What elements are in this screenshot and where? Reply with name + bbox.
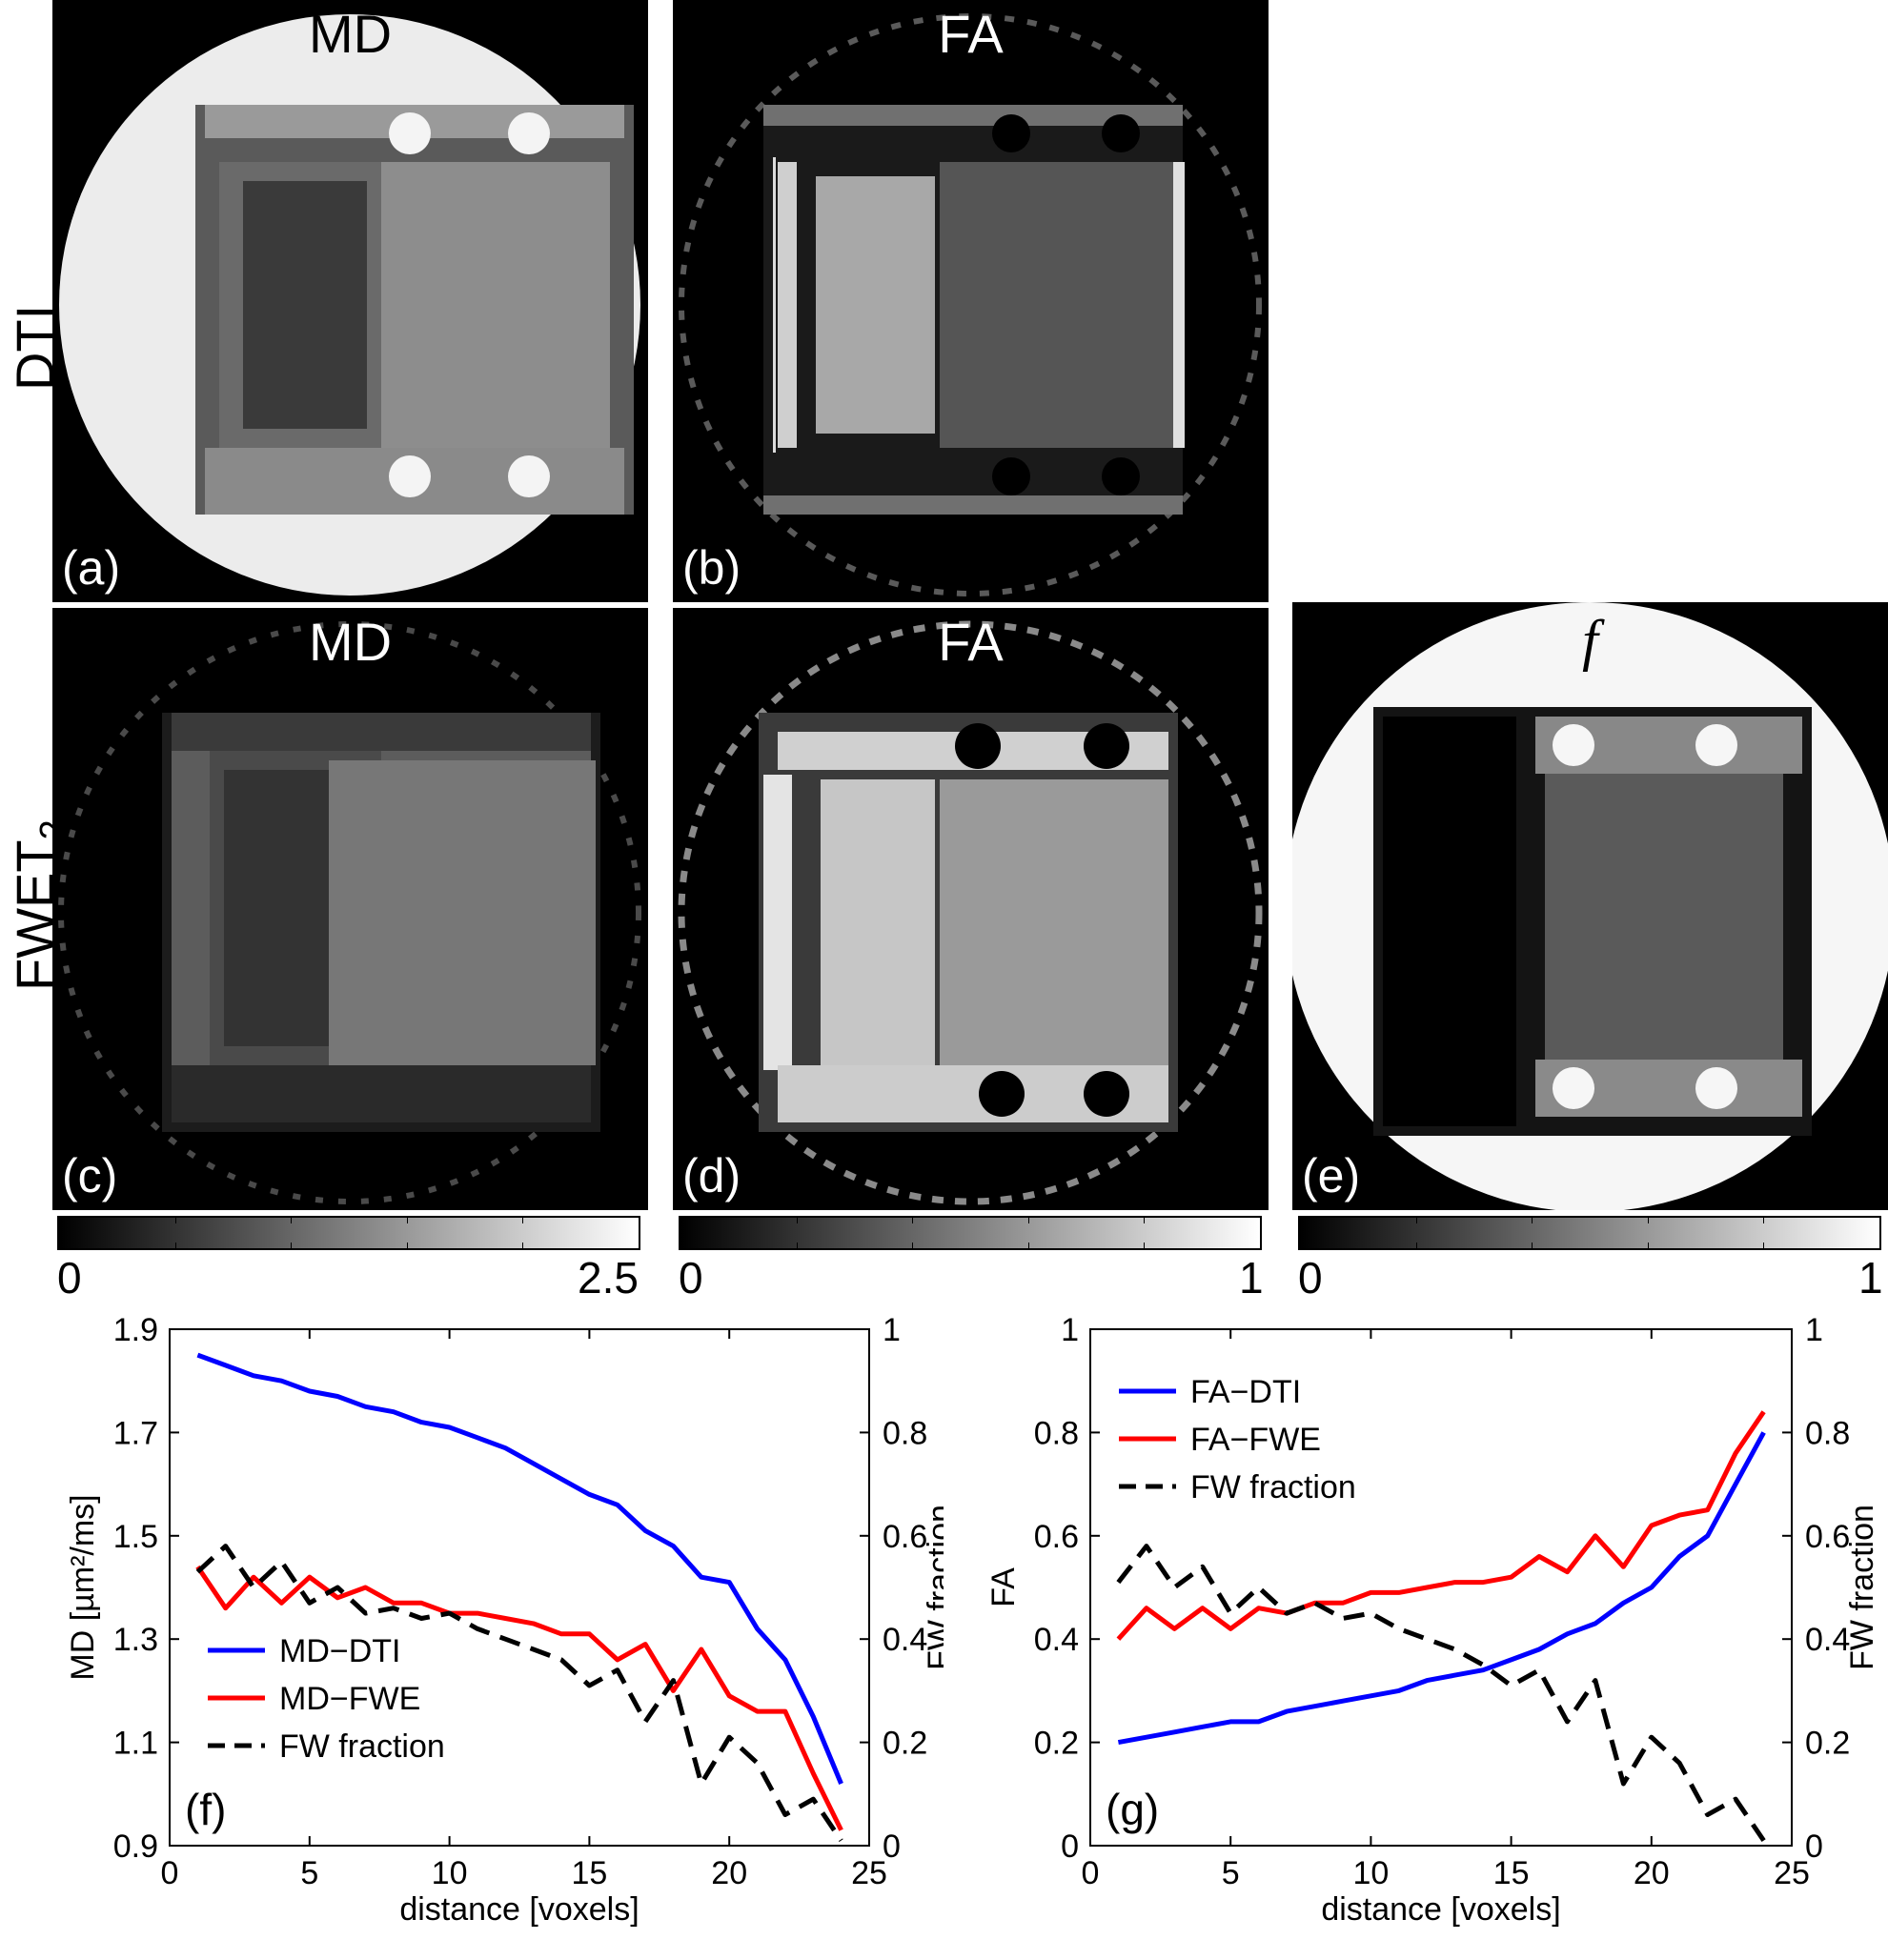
colorbar-fa	[679, 1216, 1262, 1250]
chart-g-series-1-line	[1116, 1410, 1766, 1641]
colorbar-f-max: 1	[1858, 1253, 1883, 1303]
chart-f-legend-label-2: FW fraction	[279, 1728, 445, 1765]
chart-g-ytick-label: 0.4	[1034, 1622, 1079, 1658]
chart-f-series-1-line	[195, 1565, 843, 1831]
chart-g-xtick-label: 10	[1352, 1855, 1389, 1891]
chart-g-panel-label: (g)	[1106, 1785, 1159, 1834]
chart-f-ytick-right-label: 0.2	[883, 1726, 927, 1762]
chart-f-panel-label: (f)	[185, 1785, 226, 1834]
chart-g-ytick-right-label: 0	[1805, 1829, 1823, 1865]
chart-g-xtick-label: 5	[1222, 1855, 1240, 1891]
chart-g-ytick-label: 0	[1061, 1829, 1079, 1865]
chart-g-ylabel-right: FW fraction	[1844, 1505, 1880, 1670]
panel-a-label: (a)	[62, 541, 121, 595]
chart-g-xtick-label: 15	[1493, 1855, 1530, 1891]
chart-g-legend-label-2: FW fraction	[1190, 1469, 1356, 1505]
chart-g-series-2-line	[1116, 1544, 1766, 1843]
chart-f-legend-label-1: MD−FWE	[279, 1681, 420, 1717]
panel-e-title: f	[1582, 609, 1598, 672]
chart-f-xtick-label: 25	[851, 1855, 887, 1891]
chart-g-xlabel: distance [voxels]	[1321, 1891, 1560, 1928]
chart-g-ytick-right-label: 0.8	[1805, 1415, 1850, 1451]
chart-f-xtick-label: 20	[711, 1855, 747, 1891]
chart-f-ytick-label: 1.1	[113, 1726, 158, 1762]
chart-f-ytick-right-label: 0.4	[883, 1622, 927, 1658]
chart-f-ylabel-right: FW fraction	[922, 1505, 944, 1670]
chart-f-ytick-right-label: 1	[883, 1315, 901, 1348]
panel-e-image	[1292, 602, 1888, 1210]
panel-a-image	[59, 14, 640, 596]
panel-d-image	[678, 620, 1263, 1205]
chart-f-ytick-label: 1.7	[113, 1415, 158, 1451]
chart-f-ytick-label: 1.9	[113, 1315, 158, 1348]
panel-d-title: FA	[938, 612, 1004, 672]
colorbar-f-min: 0	[1298, 1253, 1323, 1303]
panel-c-image	[58, 621, 641, 1204]
chart-f-plot-frame	[169, 1328, 870, 1847]
chart-f-ytick-right-label: 0.6	[883, 1519, 927, 1555]
panel-c-fwet-md: MD (c)	[52, 608, 648, 1210]
chart-f-series-2-line	[195, 1544, 843, 1842]
chart-f-ylabel: MD [µm²/ms]	[65, 1494, 101, 1680]
chart-f-series-0-line	[196, 1352, 843, 1785]
panel-e-fw-fraction: f (e)	[1292, 602, 1888, 1210]
chart-g-fa: 0 5 10 15 20 2500.20.40.60.8100.20.40.60.81di…	[985, 1315, 1880, 1928]
panel-b-dti-fa: FA (b)	[673, 0, 1269, 602]
panel-b-title: FA	[938, 4, 1004, 64]
chart-g-legend-label-0: FA−DTI	[1190, 1374, 1301, 1410]
chart-g-ytick-label: 0.2	[1034, 1726, 1079, 1762]
chart-f-legend-label-0: MD−DTI	[279, 1633, 401, 1669]
colorbar-f	[1298, 1216, 1881, 1250]
panel-a-dti-md: MD (a)	[52, 0, 648, 602]
chart-f-ytick-right-label: 0.8	[883, 1415, 927, 1451]
chart-f-xtick-label: 5	[300, 1855, 318, 1891]
chart-g-ytick-right-label: 0.6	[1805, 1519, 1850, 1555]
chart-f-ytick-label: 1.5	[113, 1519, 158, 1555]
chart-f-xlabel: distance [voxels]	[399, 1891, 639, 1928]
panel-d-fwet-fa: FA (d)	[673, 608, 1269, 1210]
chart-f-ytick-label: 0.9	[113, 1829, 158, 1865]
panel-b-image	[679, 13, 1262, 596]
chart-g-ylabel: FA	[985, 1567, 1022, 1607]
panel-c-label: (c)	[62, 1149, 118, 1202]
chart-g-ytick-label: 0.8	[1034, 1415, 1079, 1451]
chart-g-series-0-line	[1117, 1431, 1766, 1746]
panel-d-label: (d)	[682, 1149, 741, 1202]
chart-f-xtick-label: 15	[571, 1855, 607, 1891]
colorbar-md-max: 2.5	[578, 1253, 639, 1303]
chart-f-ytick-right-label: 0	[883, 1829, 901, 1865]
chart-g-ytick-label: 1	[1061, 1315, 1079, 1348]
chart-g-xtick-label: 25	[1774, 1855, 1810, 1891]
colorbar-md	[57, 1216, 640, 1250]
chart-f-xtick-label: 10	[432, 1855, 468, 1891]
panel-a-title: MD	[308, 4, 393, 64]
chart-f-xtick-label: 0	[161, 1855, 179, 1891]
chart-g-ytick-label: 0.6	[1034, 1519, 1079, 1555]
chart-g-legend-label-1: FA−FWE	[1190, 1422, 1321, 1458]
colorbar-fa-max: 1	[1239, 1253, 1264, 1303]
chart-g-ytick-right-label: 0.2	[1805, 1726, 1850, 1762]
panel-c-title: MD	[308, 612, 393, 672]
chart-g-ytick-right-label: 1	[1805, 1315, 1823, 1348]
chart-g-ytick-right-label: 0.4	[1805, 1622, 1850, 1658]
panel-b-label: (b)	[682, 541, 741, 595]
chart-g-xtick-label: 0	[1082, 1855, 1100, 1891]
colorbar-fa-min: 0	[679, 1253, 703, 1303]
chart-f-ytick-label: 1.3	[113, 1622, 158, 1658]
chart-f-md: 0 5 10 15 20 25 0.9 1.1 1.3 1.5 1.7 1.9 0 0.2 0.4 0.6 0.…	[65, 1315, 944, 1928]
chart-g-xtick-label: 20	[1634, 1855, 1670, 1891]
colorbar-md-min: 0	[57, 1253, 82, 1303]
panel-e-label: (e)	[1302, 1149, 1361, 1202]
